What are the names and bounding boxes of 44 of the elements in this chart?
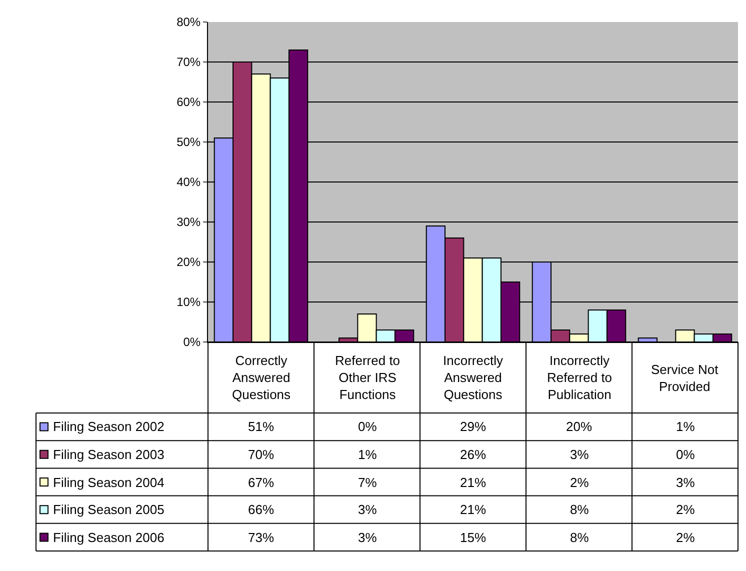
data-label: 1% xyxy=(676,419,696,434)
y-tick-label: 0% xyxy=(183,335,201,350)
data-label: 21% xyxy=(460,502,486,517)
data-label: 67% xyxy=(248,475,274,490)
data-label: 8% xyxy=(570,502,590,517)
data-label: 8% xyxy=(570,530,590,545)
y-tick-label: 30% xyxy=(176,215,201,230)
data-label: 2% xyxy=(676,502,696,517)
data-label: 2% xyxy=(676,530,696,545)
y-tick-label: 70% xyxy=(176,55,201,70)
data-label: 3% xyxy=(676,475,696,490)
y-tick-label: 10% xyxy=(176,295,201,310)
x-tick-label: Incorrectly Answered Questions xyxy=(443,353,504,402)
data-label: 29% xyxy=(460,419,486,434)
data-label: 21% xyxy=(460,475,486,490)
x-tick-label: Incorrectly Referred to Publication xyxy=(547,353,612,402)
y-tick-label: 40% xyxy=(176,175,201,190)
data-label: 0% xyxy=(676,447,696,462)
data-label: 20% xyxy=(566,419,592,434)
data-label: 2% xyxy=(570,475,590,490)
data-label: 7% xyxy=(358,475,378,490)
legend-label: Filing Season 2006 xyxy=(53,530,164,545)
y-tick-label: 20% xyxy=(176,255,201,270)
data-label: 51% xyxy=(248,419,274,434)
data-label: 70% xyxy=(248,447,274,462)
data-label: 0% xyxy=(358,419,378,434)
x-tick-label: Correctly Answered Questions xyxy=(232,353,292,402)
y-tick-label: 50% xyxy=(176,135,201,150)
data-label: 1% xyxy=(358,447,378,462)
data-label: 3% xyxy=(358,502,378,517)
data-label: 73% xyxy=(248,530,274,545)
legend-label: Filing Season 2002 xyxy=(53,419,164,434)
legend-label: Filing Season 2004 xyxy=(53,475,164,490)
y-tick-label: 80% xyxy=(176,15,201,30)
data-label: 3% xyxy=(570,447,590,462)
data-label: 26% xyxy=(460,447,486,462)
data-label: 3% xyxy=(358,530,378,545)
y-tick-label: 60% xyxy=(176,95,201,110)
data-label: 66% xyxy=(248,502,274,517)
legend-label: Filing Season 2005 xyxy=(53,502,164,517)
legend-label: Filing Season 2003 xyxy=(53,447,164,462)
x-tick-label: Service Not Provided xyxy=(651,362,719,394)
x-tick-label: Referred to Other IRS Functions xyxy=(335,353,400,402)
data-label: 15% xyxy=(460,530,486,545)
